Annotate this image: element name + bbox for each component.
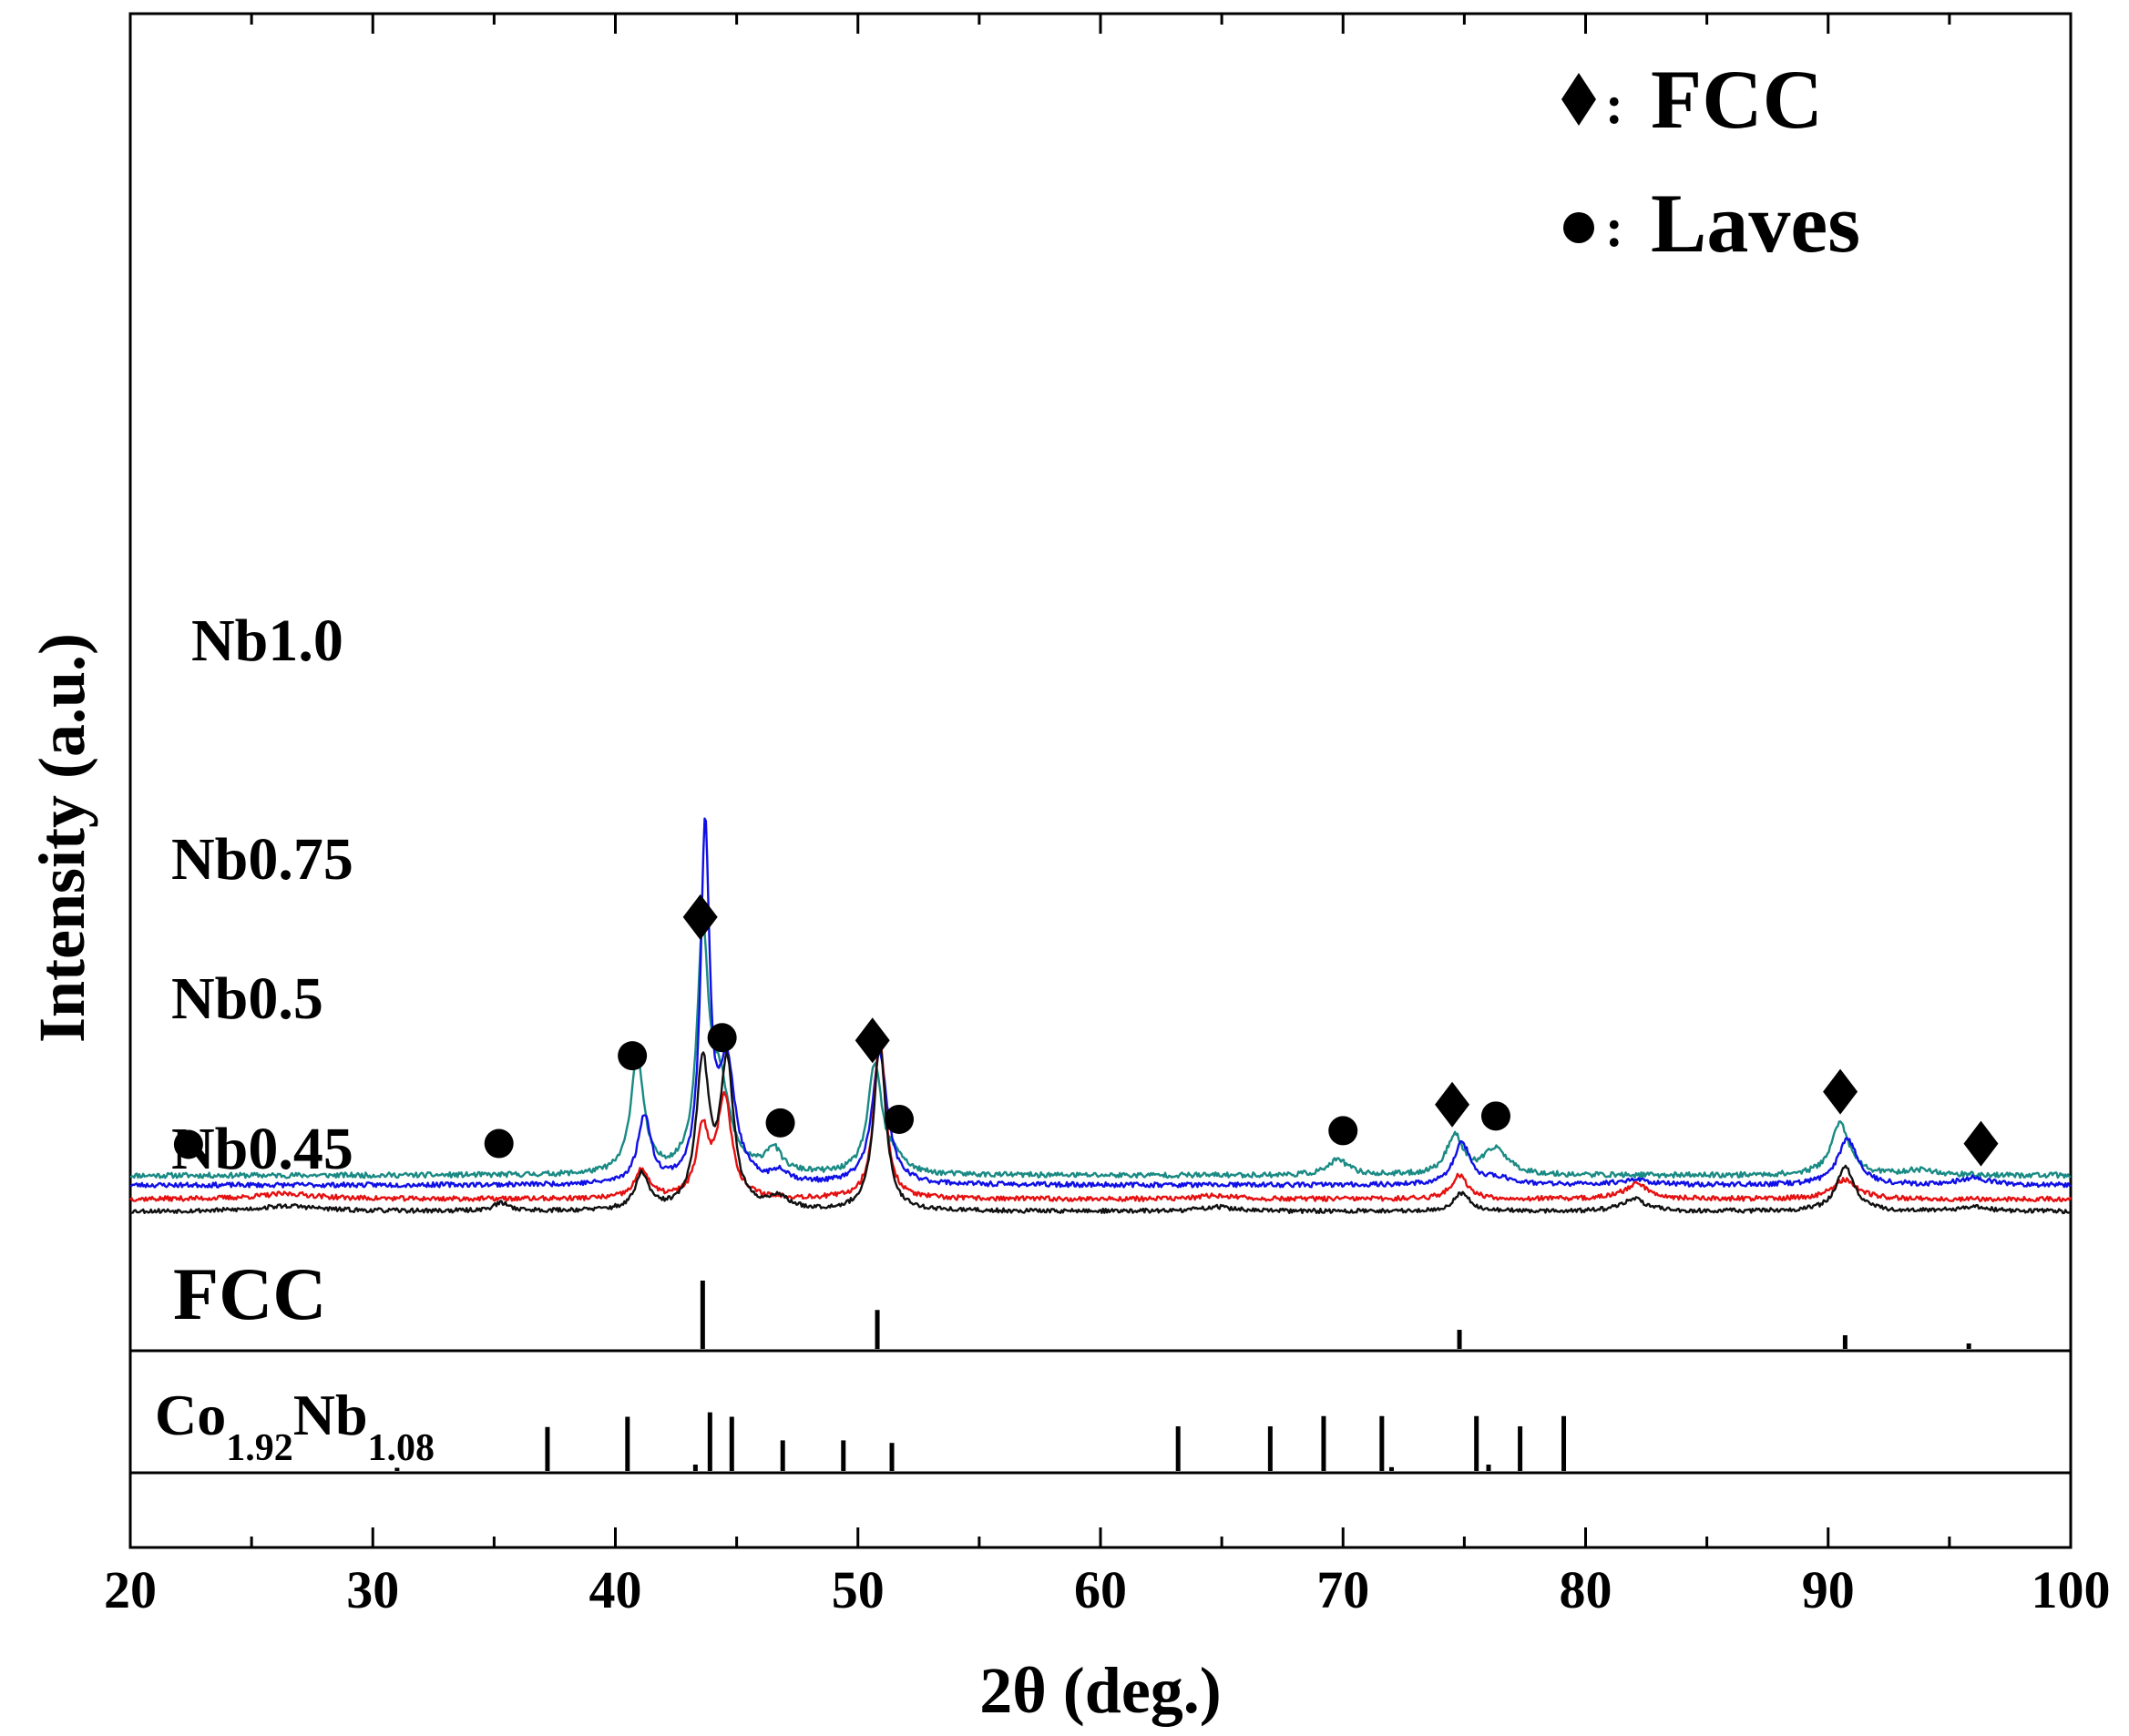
xrd-series	[129, 817, 2073, 1215]
series-label-nb0-5: Nb0.5	[171, 965, 323, 1032]
x-tick-label: 50	[832, 1560, 885, 1619]
series-line-nb1-0	[129, 919, 2072, 1179]
series-label-nb0-45: Nb0.45	[171, 1116, 353, 1182]
x-tick-label: 80	[1560, 1560, 1612, 1619]
fcc-diamond-marker	[1823, 1068, 1858, 1115]
x-tick-label: 40	[589, 1560, 642, 1619]
x-tick-label: 100	[2032, 1560, 2111, 1619]
fcc-diamond-marker	[855, 1017, 890, 1064]
ref-laves-nb-sub: 1.08	[368, 1427, 435, 1469]
x-tick-label: 30	[346, 1560, 399, 1619]
legend-label-fcc: FCC	[1651, 53, 1823, 146]
series-label-nb0-75: Nb0.75	[171, 826, 353, 893]
legend-circle-icon	[1563, 212, 1594, 243]
x-tick-label: 60	[1074, 1560, 1127, 1619]
laves-circle-marker	[618, 1041, 648, 1071]
legend-label-laves: Laves	[1651, 177, 1860, 270]
laves-circle-marker	[707, 1023, 737, 1053]
fcc-diamond-marker	[1435, 1081, 1470, 1128]
series-line-nb0-5	[129, 1036, 2073, 1203]
ref-laves-co: Co	[155, 1383, 226, 1447]
fcc-diamond-marker	[682, 894, 718, 940]
series-line-nb0-75	[129, 817, 2072, 1189]
laves-circle-marker	[1480, 1101, 1510, 1131]
series-label-nb1-0: Nb1.0	[191, 608, 343, 674]
y-axis-title: Intensity (a.u.)	[26, 633, 98, 1043]
laves-circle-marker	[765, 1108, 795, 1138]
ref-laves-nb: Nb	[293, 1383, 368, 1447]
legend: : FCC : Laves	[1561, 53, 1860, 270]
phase-markers	[173, 894, 1999, 1167]
legend-colon-laves: :	[1605, 198, 1623, 258]
laves-circle-marker	[885, 1104, 915, 1134]
x-tick-label: 90	[1802, 1560, 1855, 1619]
fcc-diamond-marker	[1963, 1120, 1999, 1167]
x-tick-label: 70	[1316, 1560, 1369, 1619]
reference-fcc-label: FCC	[173, 1252, 327, 1335]
x-tick-label: 20	[104, 1560, 157, 1619]
ref-laves-co-sub: 1.92	[226, 1427, 293, 1469]
legend-colon-fcc: :	[1605, 75, 1623, 135]
reference-laves-label: Co1.92Nb1.08	[155, 1383, 435, 1469]
legend-diamond-icon	[1561, 73, 1596, 126]
laves-circle-marker	[1328, 1116, 1358, 1146]
series-line-nb0-45	[129, 1042, 2072, 1215]
laves-circle-marker	[173, 1129, 203, 1159]
x-axis-ticks: 20 30 40 50 60 70 80 90 100	[104, 14, 2111, 1619]
reference-sticks	[394, 1281, 1971, 1471]
x-axis-title: 2θ (deg.)	[979, 1654, 1222, 1727]
laves-circle-marker	[484, 1128, 514, 1159]
